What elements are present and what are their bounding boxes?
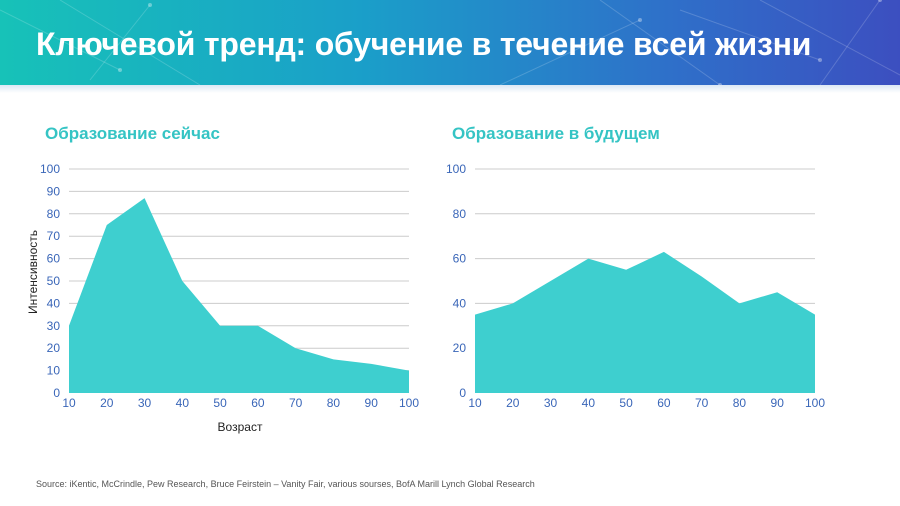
x-tick-label: 10 [468, 396, 482, 410]
x-tick-label: 90 [365, 396, 379, 410]
x-tick-label: 50 [619, 396, 633, 410]
x-tick-label: 40 [176, 396, 190, 410]
x-tick-label: 20 [506, 396, 520, 410]
x-tick-label: 30 [138, 396, 152, 410]
y-tick-label: 50 [47, 274, 61, 288]
chart-title-future: Образование в будущем [452, 124, 660, 143]
y-tick-label: 80 [453, 207, 467, 221]
y-tick-label: 40 [47, 296, 61, 310]
y-tick-label: 90 [47, 184, 61, 198]
x-tick-label: 60 [251, 396, 265, 410]
chart-title-now: Образование сейчас [45, 124, 220, 143]
x-tick-label: 40 [582, 396, 596, 410]
x-tick-label: 60 [657, 396, 671, 410]
y-tick-label: 100 [446, 162, 466, 176]
x-tick-label: 50 [213, 396, 227, 410]
x-tick-label: 80 [327, 396, 341, 410]
x-tick-label: 70 [289, 396, 303, 410]
y-tick-label: 30 [47, 319, 61, 333]
x-tick-label: 30 [544, 396, 558, 410]
page-title: Ключевой тренд: обучение в течение всей … [36, 26, 812, 62]
y-tick-label: 60 [453, 252, 467, 266]
x-tick-label: 70 [695, 396, 709, 410]
y-tick-label: 60 [47, 252, 61, 266]
y-tick-label: 0 [53, 386, 60, 400]
header-shadow-band [0, 85, 900, 93]
title-banner: Ключевой тренд: обучение в течение всей … [0, 0, 900, 85]
x-tick-label: 20 [100, 396, 114, 410]
x-tick-label: 100 [805, 396, 825, 410]
x-tick-label: 100 [399, 396, 419, 410]
y-tick-label: 100 [40, 162, 60, 176]
area-series [475, 251, 815, 393]
y-tick-label: 80 [47, 207, 61, 221]
x-axis-title: Возраст [218, 420, 263, 434]
network-background-decoration [0, 0, 900, 85]
y-tick-label: 20 [453, 341, 467, 355]
y-tick-label: 70 [47, 229, 61, 243]
area-series [69, 198, 409, 393]
y-tick-label: 10 [47, 364, 61, 378]
source-note: Source: iKentic, McCrindle, Pew Research… [36, 479, 535, 489]
y-tick-label: 40 [453, 296, 467, 310]
y-axis-title: Интенсивность [26, 230, 40, 314]
x-tick-label: 90 [771, 396, 785, 410]
chart-1: 0 20 40 60 80 100 10 20 30 40 50 60 70 80 90 100 [446, 162, 825, 410]
x-tick-label: 80 [733, 396, 747, 410]
y-tick-label: 20 [47, 341, 61, 355]
x-tick-label: 10 [62, 396, 76, 410]
y-tick-label: 0 [459, 386, 466, 400]
